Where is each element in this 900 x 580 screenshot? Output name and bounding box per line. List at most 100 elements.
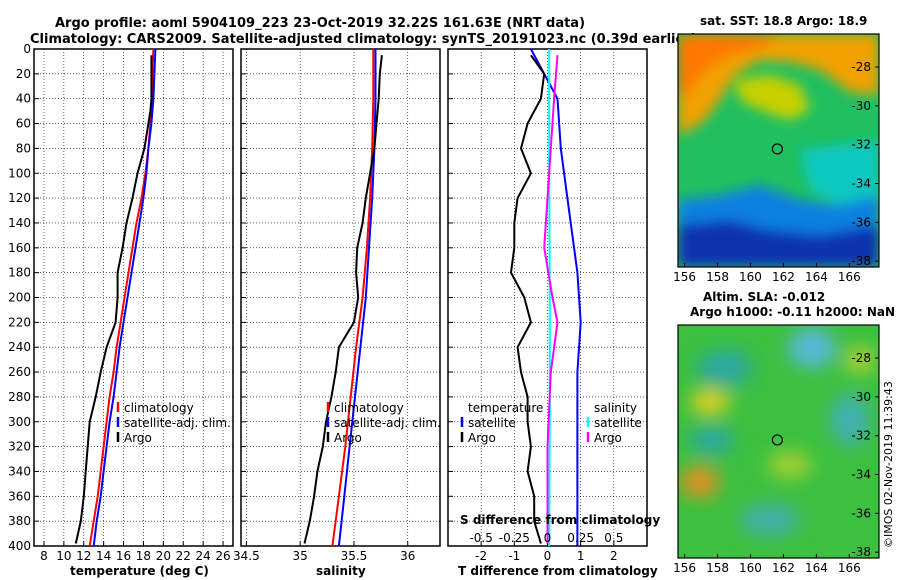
depth-tick-label: 160 (8, 241, 31, 255)
legend-title-salinity: salinity (594, 401, 637, 415)
depth-tick-label: 60 (16, 117, 31, 131)
sst-map-frame (677, 33, 880, 268)
x-tick-label: 10 (56, 549, 71, 563)
map-x-tick-label: 160 (739, 270, 762, 284)
sla-low-3 (690, 426, 734, 454)
series-line-argo (74, 55, 153, 544)
x-tick-label: 22 (176, 549, 191, 563)
map-x-tick-label: 158 (706, 270, 729, 284)
series-line-satellite-adj-clim- (337, 49, 377, 547)
legend-label-t-argo: Argo (468, 431, 496, 445)
salinity-x-label: salinity (316, 564, 366, 578)
x-tick-label: 26 (215, 549, 230, 563)
series-line-satellite-adj-clim- (92, 48, 157, 547)
legend-label-s-satellite: satellite (594, 416, 642, 430)
depth-tick-label: 220 (8, 315, 31, 329)
top-x-tick-label: -0.5 (469, 531, 492, 545)
profile-lines (74, 48, 582, 547)
depth-tick-label: 120 (8, 191, 31, 205)
difference-x-label: T difference from climatology (458, 564, 658, 578)
x-tick-label: -1 (508, 549, 520, 563)
x-tick-label: 18 (136, 549, 151, 563)
x-tick-label: 2 (610, 549, 618, 563)
top-x-tick-label: 0.25 (567, 531, 594, 545)
series-line-t-argo (510, 54, 546, 544)
depth-tick-label: 20 (16, 67, 31, 81)
depth-tick-label: 380 (8, 514, 31, 528)
sst-warm-region (678, 34, 879, 135)
depth-tick-label: 280 (8, 390, 31, 404)
map-x-tick-label: 166 (838, 561, 861, 575)
x-tick-label: 34.5 (233, 549, 260, 563)
x-tick-label: 36 (400, 549, 415, 563)
map-x-tick-label: 166 (838, 270, 861, 284)
float-position-marker (771, 143, 783, 155)
legend-label-s-argo: Argo (594, 431, 622, 445)
map-y-tick-label: -36 (851, 215, 871, 229)
top-x-tick-label: 0.5 (604, 531, 623, 545)
sst-map-title: sat. SST: 18.8 Argo: 18.9 (700, 14, 867, 28)
map-y-tick-label: -28 (851, 60, 871, 74)
x-tick-label: 14 (96, 549, 111, 563)
depth-tick-label: 100 (8, 166, 31, 180)
depth-tick-label: 140 (8, 216, 31, 230)
depth-tick-label: 360 (8, 489, 31, 503)
x-tick-label: 35.5 (341, 549, 368, 563)
x-tick-label: 12 (76, 549, 91, 563)
sst-warmest-region (678, 34, 780, 100)
sla-low-4 (830, 394, 870, 446)
map-y-tick-label: -34 (851, 468, 871, 482)
map-y-tick-label: -32 (851, 429, 871, 443)
depth-tick-label: 240 (8, 340, 31, 354)
sla-low-5 (740, 504, 800, 536)
series-line-argo (303, 55, 383, 544)
x-tick-label: 35 (293, 549, 308, 563)
map-x-tick-label: 162 (772, 561, 795, 575)
temperature-x-label: temperature (deg C) (70, 564, 209, 578)
map-y-tick-label: -36 (851, 506, 871, 520)
top-x-tick-label: -0.25 (499, 531, 530, 545)
sst-cyan-patch (800, 140, 879, 205)
sst-yellow-patch (735, 75, 810, 120)
sla-low-2 (788, 328, 836, 368)
figure-title-line2: Climatology: CARS2009. Satellite-adjuste… (30, 32, 697, 47)
legend-label-argo: Argo (124, 431, 152, 445)
series-line-s-satellite (548, 49, 551, 547)
legend-label-climatology: climatology (124, 401, 194, 415)
sla-high-1 (690, 390, 730, 414)
depth-tick-label: 320 (8, 440, 31, 454)
sst-map-image (678, 34, 879, 267)
series-line-s-argo (543, 55, 559, 544)
sla-map-title: Altim. SLA: -0.012 (703, 290, 825, 304)
depth-tick-label: 180 (8, 266, 31, 280)
depth-tick-label: 80 (16, 141, 31, 155)
sla-map-subtitle: Argo h1000: -0.11 h2000: NaN (690, 305, 895, 319)
temperature-legend: climatology satellite-adj. clim. Argo (116, 401, 231, 445)
map-x-tick-label: 164 (805, 270, 828, 284)
series-line-t-satellite (530, 48, 582, 546)
map-y-tick-label: -38 (851, 254, 871, 268)
map-x-tick-label: 160 (739, 561, 762, 575)
map-x-tick-label: 164 (805, 561, 828, 575)
map-x-tick-label: 156 (673, 561, 696, 575)
depth-tick-label: 200 (8, 291, 31, 305)
map-y-tick-label: -30 (851, 390, 871, 404)
x-tick-label: 0 (544, 549, 552, 563)
x-tick-label: 8 (40, 549, 48, 563)
legend-label-climatology: climatology (334, 401, 404, 415)
depth-tick-label: 0 (23, 42, 31, 56)
map-x-tick-label: 156 (673, 270, 696, 284)
imos-timestamp: ©IMOS 02-Nov-2019 11:39:43 (882, 381, 895, 548)
map-y-tick-label: -32 (851, 138, 871, 152)
sla-high-3 (844, 346, 876, 374)
map-x-tick-label: 158 (706, 561, 729, 575)
tick-labels: 8 10 12 14 16 18 20 22 24 26 34.5 35 35.5 36 -2 -1 0 1 2-0… (8, 42, 623, 563)
legend-label-satellite-adj: satellite-adj. clim. (124, 416, 231, 430)
salinity-legend: climatology satellite-adj. clim. Argo (326, 401, 441, 445)
x-tick-label: 24 (196, 549, 211, 563)
depth-tick-label: 40 (16, 92, 31, 106)
sla-high-4 (768, 451, 812, 479)
x-tick-label: 20 (156, 549, 171, 563)
legend-label-satellite-adj: satellite-adj. clim. (334, 416, 441, 430)
